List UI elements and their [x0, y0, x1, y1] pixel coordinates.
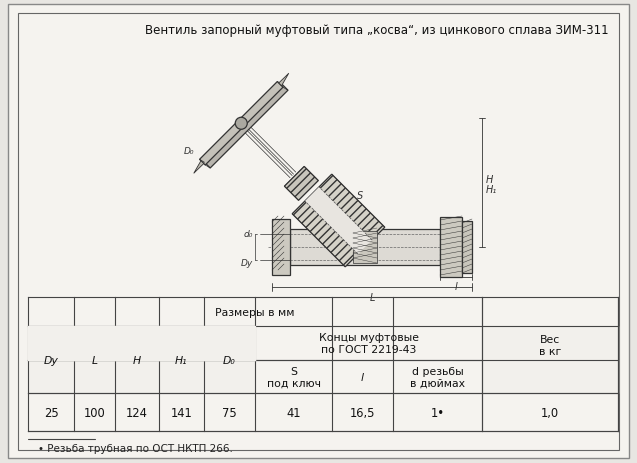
Polygon shape — [284, 167, 318, 201]
Text: 25: 25 — [44, 406, 59, 419]
Text: L: L — [369, 292, 375, 302]
Polygon shape — [194, 162, 204, 174]
Text: L: L — [92, 355, 97, 365]
Text: Вентиль запорный муфтовый типа „косва“, из цинкового сплава ЗИМ-311: Вентиль запорный муфтовый типа „косва“, … — [145, 24, 608, 37]
Text: Вес
в кг: Вес в кг — [539, 335, 561, 356]
Text: 100: 100 — [84, 406, 106, 419]
Text: 41: 41 — [287, 406, 301, 419]
Polygon shape — [305, 188, 372, 255]
Text: H₁: H₁ — [486, 184, 497, 194]
Text: • Резьба трубная по ОСТ НКТП 266.: • Резьба трубная по ОСТ НКТП 266. — [38, 443, 233, 453]
Polygon shape — [290, 230, 440, 265]
Text: 124: 124 — [126, 406, 148, 419]
Text: H: H — [133, 355, 141, 365]
Text: H: H — [486, 174, 494, 184]
Circle shape — [235, 118, 247, 130]
Text: H₁: H₁ — [175, 355, 188, 365]
Polygon shape — [353, 232, 377, 263]
Text: Dу: Dу — [44, 355, 59, 365]
Text: S: S — [357, 191, 363, 201]
Text: Размеры в мм: Размеры в мм — [215, 307, 295, 317]
Text: 75: 75 — [222, 406, 237, 419]
Text: D₀: D₀ — [223, 355, 236, 365]
Polygon shape — [272, 219, 290, 275]
Polygon shape — [199, 82, 283, 166]
Text: d₀: d₀ — [243, 230, 253, 239]
Text: l: l — [455, 282, 457, 291]
Text: d резьбы
в дюймах: d резьбы в дюймах — [410, 366, 465, 388]
Polygon shape — [440, 218, 462, 277]
Polygon shape — [462, 221, 472, 274]
Text: 1•: 1• — [431, 406, 445, 419]
Text: 16,5: 16,5 — [350, 406, 375, 419]
Text: l: l — [361, 372, 364, 382]
Text: 141: 141 — [171, 406, 192, 419]
Polygon shape — [279, 74, 289, 87]
Text: Dу: Dу — [241, 259, 253, 268]
Text: Концы муфтовые
по ГОСТ 2219-43: Концы муфтовые по ГОСТ 2219-43 — [318, 333, 419, 354]
Text: 1,0: 1,0 — [541, 406, 559, 419]
Text: S
под ключ: S под ключ — [267, 366, 321, 388]
Polygon shape — [204, 85, 288, 169]
Polygon shape — [292, 175, 385, 267]
Text: D₀: D₀ — [184, 147, 194, 156]
